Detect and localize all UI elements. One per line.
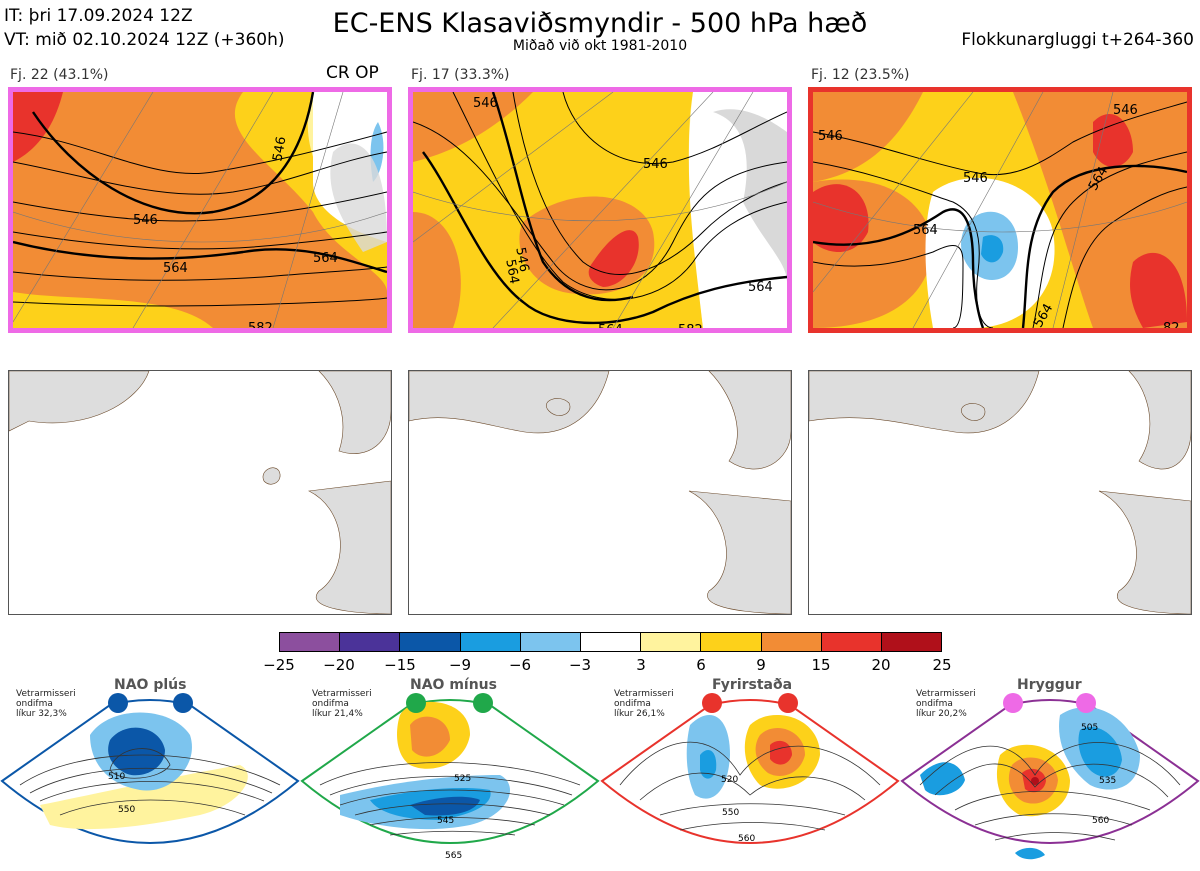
regime-info-line2: ondifma [916, 699, 953, 709]
legend-swatch [761, 633, 822, 651]
legend-tick: 15 [811, 656, 831, 674]
legend-swatch [580, 633, 642, 651]
regime-info-line3: líkur 20,2% [916, 709, 967, 719]
initial-time: IT: þri 17.09.2024 12Z [4, 6, 193, 26]
contour-label: 546 [133, 213, 158, 228]
legend-tick: 9 [756, 656, 766, 674]
contour-label: 582 [678, 323, 703, 328]
regime-contour-label: 545 [437, 816, 454, 826]
regime-nao-plus: 510 550 NAO plús Vetrarmisseri ondifma l… [0, 675, 300, 871]
regime-info-line2: ondifma [16, 699, 53, 709]
legend-swatch [400, 633, 461, 651]
contour-label: 546 [1113, 103, 1138, 118]
regime-contour-label: 525 [454, 774, 471, 784]
regime-info-line3: líkur 26,1% [614, 709, 665, 719]
legend-swatch [340, 633, 401, 651]
cluster-1-label: Fj. 22 (43.1%) [10, 67, 109, 83]
regime-info-line1: Vetrarmisseri [312, 689, 372, 699]
regime-contour-label: 550 [118, 805, 135, 815]
regime-info-line3: líkur 32,3% [16, 709, 67, 719]
contour-label: 582 [248, 321, 273, 328]
legend-swatch [821, 633, 882, 651]
legend-tick: 25 [932, 656, 952, 674]
color-legend [279, 632, 942, 652]
regime-info-line1: Vetrarmisseri [916, 689, 976, 699]
classification-window: Flokkunargluggi t+264-360 [961, 30, 1194, 50]
regime-info-line2: ondifma [312, 699, 349, 709]
regime-info-line1: Vetrarmisseri [16, 689, 76, 699]
contour-label: 546 [643, 157, 668, 172]
legend-tick: 3 [636, 656, 646, 674]
regime-contour-label: 535 [1099, 776, 1116, 786]
regime-info-line3: líkur 21,4% [312, 709, 363, 719]
cluster-1-map: 546 546 564 564 582 [8, 87, 392, 333]
legend-tick: −15 [384, 656, 416, 674]
regime-contour-label: 560 [1092, 816, 1109, 826]
regime-ridge: 505 535 560 Hryggur Vetrarmisseri ondifm… [900, 675, 1200, 871]
contour-label: 564 [748, 280, 773, 295]
regime-name: NAO mínus [410, 677, 497, 693]
contour-label: 564 [313, 251, 338, 266]
contour-label: 546 [473, 96, 498, 111]
legend-swatch [641, 633, 702, 651]
contour-label: 546 [512, 246, 531, 273]
contour-label: 564 [913, 223, 938, 238]
regime-name: NAO plús [114, 677, 187, 693]
legend-tick: −6 [508, 656, 532, 674]
legend-swatch [520, 633, 581, 651]
empty-map-3 [808, 370, 1192, 615]
legend-tick: 20 [871, 656, 891, 674]
legend-tick: 6 [696, 656, 706, 674]
empty-map-2 [408, 370, 792, 615]
page-subtitle: Miðað við okt 1981-2010 [512, 38, 688, 54]
regime-contour-label: 565 [445, 851, 462, 861]
regime-contour-label: 550 [722, 808, 739, 818]
regime-nao-minus: 525 545 565 NAO mínus Vetrarmisseri ondi… [300, 675, 600, 871]
contour-label: 564 [163, 261, 188, 276]
legend-swatch [881, 633, 942, 651]
legend-tick: −20 [323, 656, 355, 674]
page-title: EC-ENS Klasaviðsmyndir - 500 hPa hæð [332, 8, 868, 39]
regime-blocking: 520 550 560 Fyrirstaða Vetrarmisseri ond… [600, 675, 900, 871]
regime-contour-label: 505 [1081, 723, 1098, 733]
valid-time: VT: mið 02.10.2024 12Z (+360h) [4, 30, 285, 50]
regime-contour-label: 560 [738, 834, 755, 844]
contour-label: 546 [963, 171, 988, 186]
regime-name: Hryggur [1017, 677, 1082, 693]
regime-info-line2: ondifma [614, 699, 651, 709]
legend-tick: −9 [448, 656, 472, 674]
contour-label: 546 [818, 129, 843, 144]
legend-swatch [701, 633, 762, 651]
cluster-3-label: Fj. 12 (23.5%) [811, 67, 910, 83]
legend-swatch [280, 633, 341, 651]
cluster-3-map: 546 546 546 564 564 564 82 [808, 87, 1192, 333]
legend-tick: −25 [263, 656, 295, 674]
regime-name: Fyrirstaða [712, 677, 793, 693]
contour-label: 82 [1163, 321, 1180, 328]
cluster-1-extra: CR OP [326, 63, 379, 83]
contour-label: 564 [598, 323, 623, 328]
empty-map-1 [8, 370, 392, 615]
contour-label: 546 [270, 135, 289, 162]
cluster-2-map: 546 546 546 564 564 582 564 [408, 87, 792, 333]
legend-tick: −3 [568, 656, 592, 674]
legend-swatch [460, 633, 521, 651]
regime-contour-label: 520 [721, 775, 738, 785]
cluster-2-label: Fj. 17 (33.3%) [411, 67, 510, 83]
regime-contour-label: 510 [108, 772, 125, 782]
regime-info-line1: Vetrarmisseri [614, 689, 674, 699]
contour-label: 564 [502, 258, 521, 285]
